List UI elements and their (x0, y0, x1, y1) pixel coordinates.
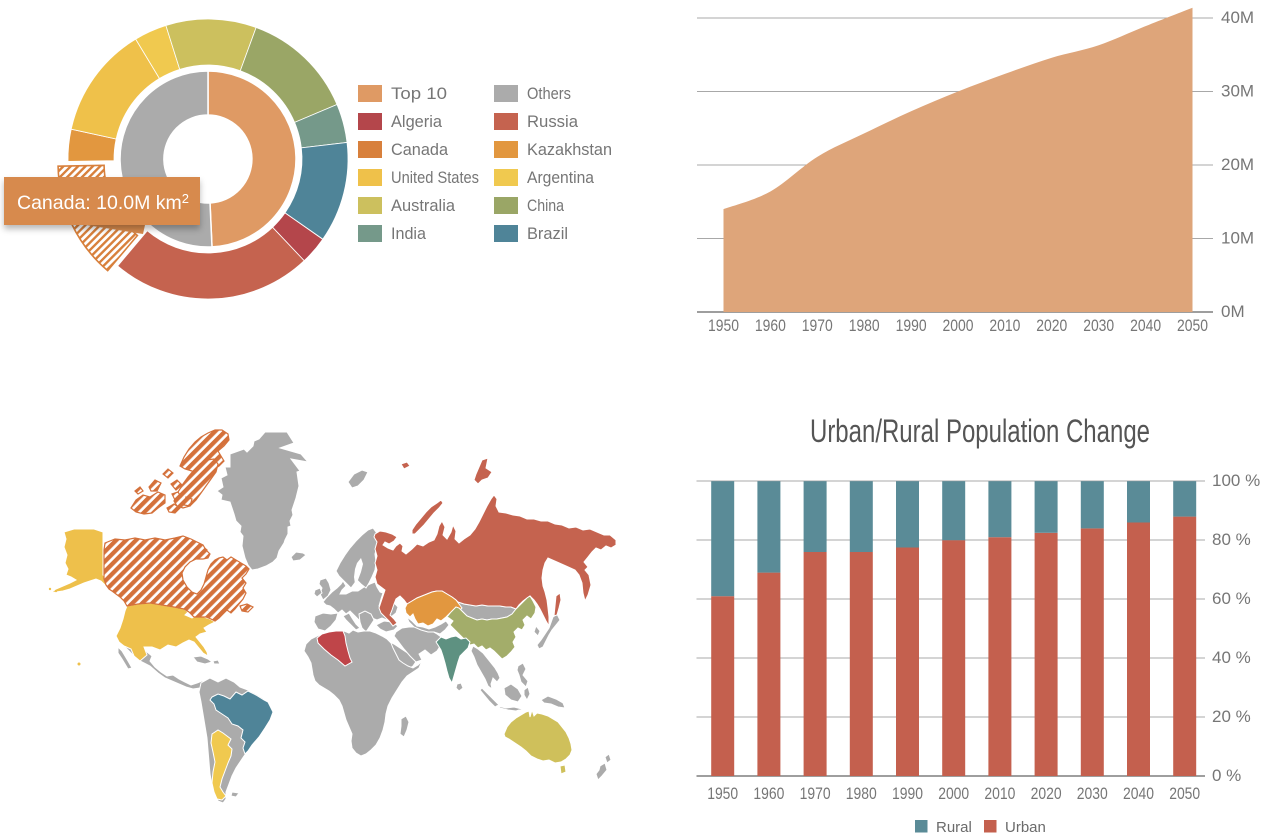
svg-text:2050: 2050 (1177, 316, 1208, 335)
svg-text:10M: 10M (1221, 229, 1254, 248)
svg-text:Others: Others (527, 84, 571, 103)
svg-text:Australia: Australia (391, 196, 456, 215)
svg-text:100 %: 100 % (1212, 471, 1260, 490)
svg-text:United States: United States (391, 168, 479, 187)
svg-text:Urban: Urban (1005, 819, 1046, 836)
svg-text:Urban/Rural Population Change: Urban/Rural Population Change (810, 413, 1150, 449)
svg-text:India: India (391, 224, 427, 243)
svg-text:20M: 20M (1221, 155, 1254, 174)
svg-text:1960: 1960 (753, 784, 784, 803)
svg-text:2030: 2030 (1077, 784, 1108, 803)
svg-text:80 %: 80 % (1212, 530, 1251, 549)
svg-text:40 %: 40 % (1212, 648, 1251, 667)
svg-text:Rural: Rural (936, 819, 972, 836)
svg-text:2040: 2040 (1130, 316, 1161, 335)
svg-text:40M: 40M (1221, 8, 1254, 27)
svg-text:Top 10: Top 10 (391, 84, 447, 103)
svg-text:1990: 1990 (896, 316, 927, 335)
svg-text:Algeria: Algeria (391, 112, 443, 131)
svg-text:Canada: Canada (391, 140, 449, 159)
svg-text:2020: 2020 (1031, 784, 1062, 803)
svg-text:2000: 2000 (938, 784, 969, 803)
svg-text:2010: 2010 (984, 784, 1015, 803)
svg-text:2020: 2020 (1036, 316, 1067, 335)
svg-text:1980: 1980 (846, 784, 877, 803)
svg-text:30M: 30M (1221, 82, 1254, 101)
svg-text:0M: 0M (1221, 302, 1245, 321)
svg-text:1950: 1950 (708, 316, 739, 335)
svg-text:2030: 2030 (1083, 316, 1114, 335)
svg-text:1990: 1990 (892, 784, 923, 803)
svg-text:Argentina: Argentina (527, 168, 594, 187)
svg-text:20 %: 20 % (1212, 707, 1251, 726)
svg-text:2000: 2000 (943, 316, 974, 335)
svg-text:Kazakhstan: Kazakhstan (527, 140, 612, 159)
svg-text:2040: 2040 (1123, 784, 1154, 803)
svg-text:1970: 1970 (802, 316, 833, 335)
svg-text:0 %: 0 % (1212, 766, 1241, 785)
svg-text:Russia: Russia (527, 112, 579, 131)
svg-text:2050: 2050 (1169, 784, 1200, 803)
svg-text:60 %: 60 % (1212, 589, 1251, 608)
svg-text:Brazil: Brazil (527, 224, 568, 243)
svg-text:1950: 1950 (707, 784, 738, 803)
svg-text:1970: 1970 (800, 784, 831, 803)
svg-text:1960: 1960 (755, 316, 786, 335)
svg-text:2010: 2010 (989, 316, 1020, 335)
svg-text:China: China (527, 196, 564, 215)
svg-text:1980: 1980 (849, 316, 880, 335)
